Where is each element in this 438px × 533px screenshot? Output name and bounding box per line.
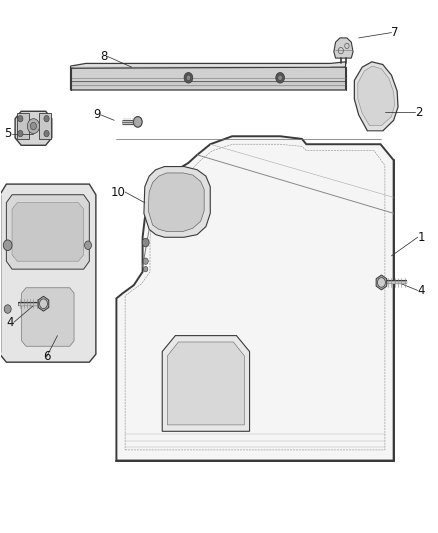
Polygon shape (148, 173, 204, 231)
Text: 1: 1 (418, 231, 425, 244)
Polygon shape (17, 114, 29, 139)
Polygon shape (354, 62, 398, 131)
Polygon shape (334, 38, 353, 58)
Polygon shape (21, 288, 74, 346)
Text: 10: 10 (110, 185, 125, 199)
Polygon shape (71, 62, 346, 70)
Circle shape (142, 238, 149, 247)
Text: 9: 9 (94, 109, 101, 122)
Circle shape (85, 241, 92, 249)
Circle shape (18, 131, 23, 137)
Polygon shape (39, 114, 51, 139)
Polygon shape (12, 203, 84, 261)
Polygon shape (15, 111, 52, 146)
Polygon shape (38, 296, 49, 311)
Circle shape (278, 75, 283, 80)
Circle shape (39, 299, 47, 309)
Text: 7: 7 (392, 26, 399, 39)
Polygon shape (0, 184, 96, 362)
Circle shape (4, 240, 12, 251)
Polygon shape (144, 166, 210, 237)
Text: 4: 4 (418, 284, 425, 297)
Circle shape (276, 72, 285, 83)
Circle shape (44, 131, 49, 137)
Circle shape (184, 72, 193, 83)
Circle shape (27, 119, 39, 134)
Polygon shape (162, 336, 250, 431)
Text: 2: 2 (416, 106, 423, 119)
Polygon shape (7, 195, 89, 269)
Polygon shape (71, 67, 346, 90)
Text: 6: 6 (43, 350, 50, 364)
Circle shape (30, 123, 36, 130)
Circle shape (378, 278, 385, 287)
Polygon shape (376, 275, 387, 290)
Circle shape (134, 117, 142, 127)
Text: 5: 5 (4, 127, 12, 140)
Text: 8: 8 (100, 50, 108, 63)
Circle shape (143, 258, 148, 264)
Polygon shape (167, 342, 244, 425)
Polygon shape (117, 136, 394, 461)
Circle shape (4, 305, 11, 313)
Circle shape (18, 116, 23, 122)
Circle shape (44, 116, 49, 122)
Circle shape (186, 75, 191, 80)
Text: 4: 4 (6, 316, 14, 329)
Circle shape (144, 266, 148, 272)
Polygon shape (358, 66, 395, 126)
